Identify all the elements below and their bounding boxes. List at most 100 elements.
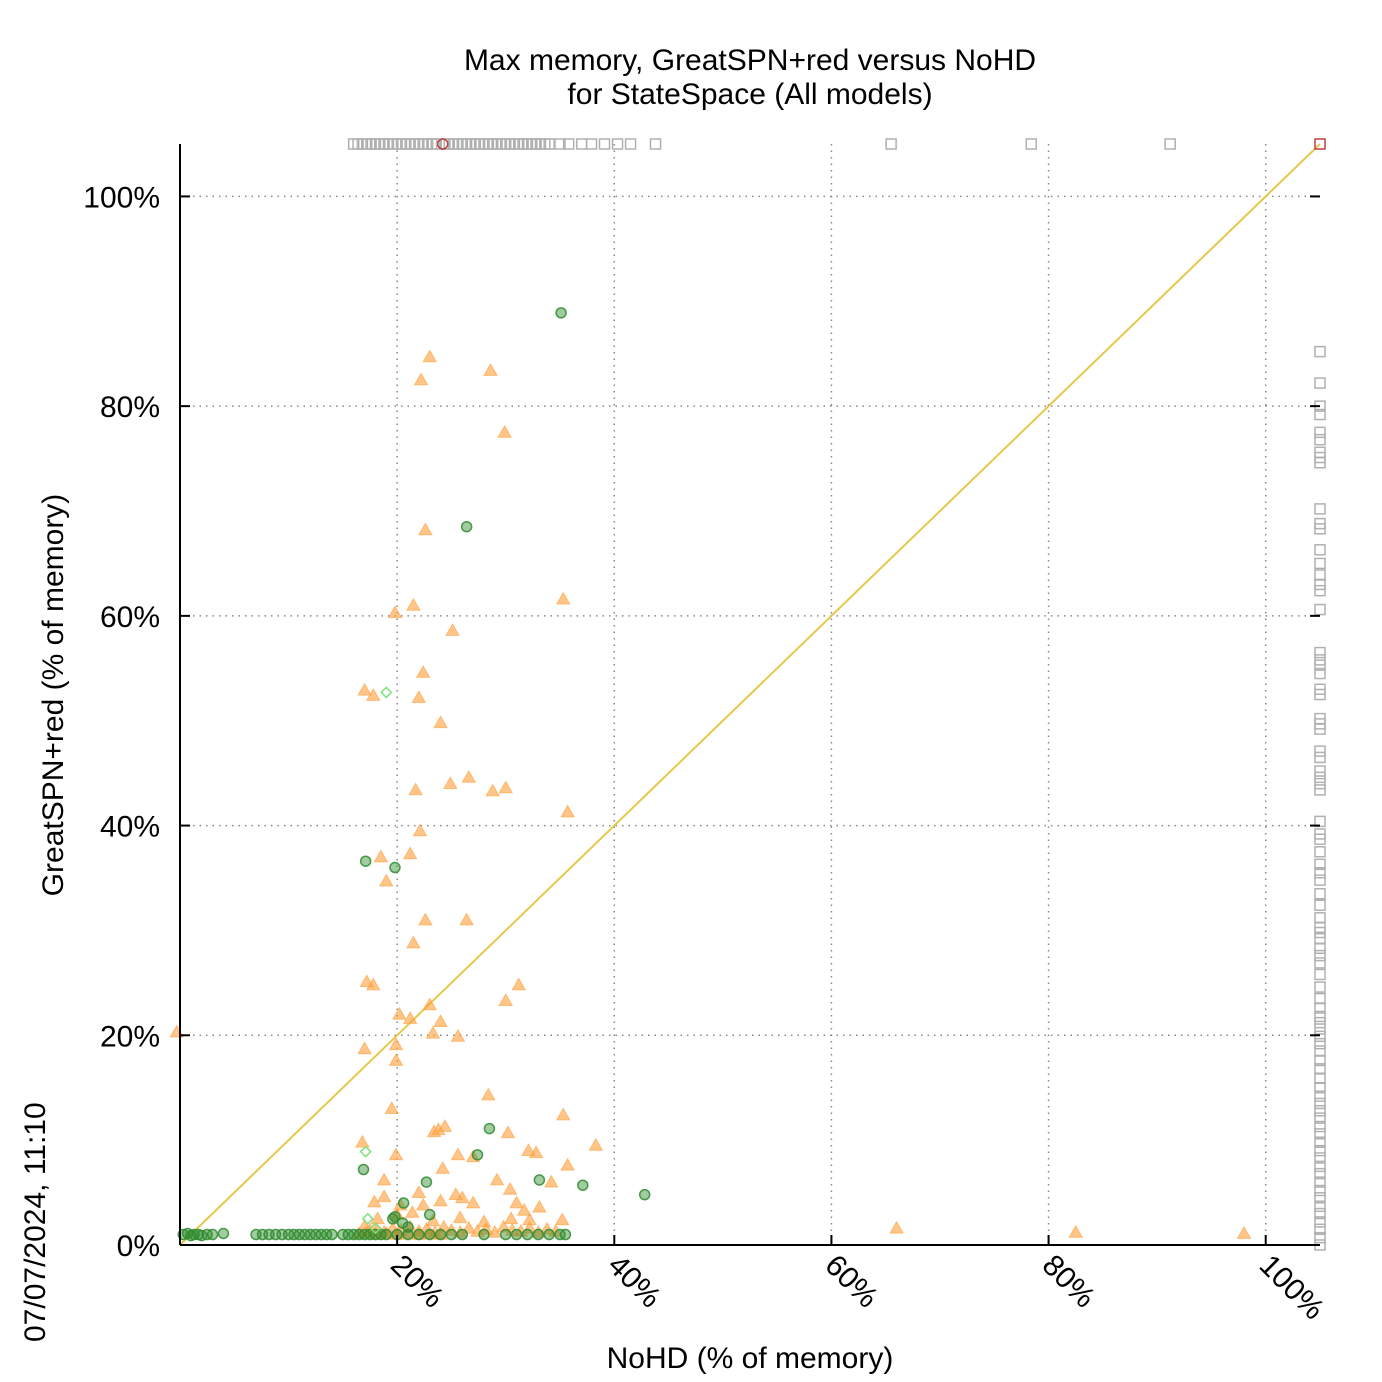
x-tick-label: 80%	[1036, 1249, 1102, 1315]
data-points	[169, 138, 1326, 1251]
square-point	[1314, 745, 1326, 757]
triangle-point	[445, 623, 460, 636]
square-point	[1314, 1023, 1326, 1035]
circle-point	[555, 307, 567, 319]
circle-point	[206, 1228, 219, 1241]
timestamp: 07/07/2024, 11:10	[19, 1102, 52, 1342]
square-point	[1314, 1176, 1326, 1188]
circle-point	[423, 1228, 436, 1241]
x-axis-label: NoHD (% of memory)	[607, 1342, 894, 1375]
circle-point	[456, 1228, 469, 1241]
circle-point	[559, 1228, 572, 1241]
triangle-point	[480, 1087, 496, 1101]
square-point	[430, 138, 442, 150]
triangle-point	[543, 1174, 559, 1188]
diamond-point	[380, 686, 393, 699]
circle-point	[460, 520, 473, 533]
square-point	[1314, 603, 1326, 616]
square-point	[624, 138, 637, 150]
triangle-point	[365, 977, 381, 991]
circle-point	[423, 1208, 436, 1221]
square-point	[1314, 771, 1326, 784]
circle-point	[434, 1228, 447, 1241]
triangle-point	[415, 1197, 431, 1211]
square-point	[585, 138, 598, 150]
square-point	[1314, 777, 1326, 790]
triangle-point	[415, 664, 431, 678]
chart-title: Max memory, GreatSPN+red versus NoHD	[464, 44, 1036, 77]
diamond-point	[369, 1222, 382, 1235]
square-point	[554, 138, 566, 150]
triangle-point	[489, 1172, 505, 1186]
square-point	[1314, 899, 1326, 912]
triangle-point	[376, 1172, 392, 1186]
triangle-point	[402, 1011, 418, 1024]
tick-labels: 0% 20% 40% 60% 80% 100% 20% 40% 60% 80% 100%	[83, 181, 1330, 1326]
circle-point	[357, 1163, 370, 1176]
square-point	[1314, 1120, 1326, 1133]
circle-point	[521, 1228, 534, 1241]
square-point	[1314, 968, 1326, 981]
triangle-point	[404, 1204, 420, 1218]
triangle-point	[384, 1101, 400, 1115]
square-point	[1314, 942, 1326, 955]
triangle-point	[376, 1189, 392, 1203]
triangle-point	[485, 783, 501, 797]
square-point	[1314, 646, 1326, 659]
grid-lines	[180, 144, 1320, 1245]
square-point	[598, 138, 611, 150]
square-point	[1314, 1010, 1326, 1023]
triangle-point	[406, 935, 421, 949]
triangle-point	[532, 1199, 547, 1213]
square-point	[1164, 138, 1176, 150]
triangle-point	[511, 977, 527, 991]
square-point	[1314, 1112, 1326, 1124]
square-point	[1314, 1072, 1326, 1085]
triangle-point	[411, 690, 427, 704]
square-point	[611, 138, 624, 150]
square-point	[1314, 688, 1326, 701]
square-point	[1314, 1152, 1326, 1164]
square-point	[1314, 846, 1326, 858]
triangle-point	[391, 1006, 407, 1020]
square-point	[1314, 957, 1326, 969]
circle-point	[510, 1228, 523, 1241]
triangle-point	[442, 776, 458, 790]
square-point	[1314, 1090, 1326, 1102]
square-point	[1314, 858, 1326, 871]
x-tick-label: 100%	[1253, 1249, 1331, 1327]
square-point	[1314, 1184, 1326, 1197]
y-axis-label: GreatSPN+red (% of memory)	[37, 494, 70, 897]
square-point	[1314, 1002, 1326, 1014]
square-point	[1314, 345, 1326, 358]
square-point	[1314, 578, 1326, 591]
circle-point	[402, 1228, 414, 1241]
circle-point	[483, 1122, 496, 1135]
square-point	[1314, 1016, 1326, 1029]
square-point	[1314, 833, 1326, 845]
diamond-point	[359, 1145, 372, 1158]
triangle-point	[357, 682, 372, 696]
square-point	[1314, 659, 1326, 671]
square-point	[1314, 1167, 1326, 1180]
triangle-point	[497, 424, 512, 438]
square-point	[1314, 784, 1326, 796]
square-point	[1314, 138, 1326, 150]
y-tick-label: 20%	[100, 1020, 160, 1053]
square-point	[1314, 433, 1326, 446]
triangle-point	[500, 1125, 516, 1139]
square-point	[562, 138, 575, 150]
diagonal-reference-line	[179, 143, 1321, 1246]
square-point	[1314, 1081, 1326, 1094]
circle-point	[389, 861, 401, 874]
chart-subtitle: for StateSpace (All models)	[567, 78, 932, 111]
x-tick-label: 20%	[384, 1249, 450, 1315]
square-point	[1314, 1207, 1326, 1220]
square-point	[1314, 457, 1326, 469]
triangle-point	[422, 1225, 438, 1239]
triangle-point	[387, 605, 403, 619]
square-point	[543, 138, 555, 150]
circle-point	[326, 1228, 338, 1241]
triangle-point	[433, 1193, 448, 1207]
square-point	[1314, 867, 1326, 879]
